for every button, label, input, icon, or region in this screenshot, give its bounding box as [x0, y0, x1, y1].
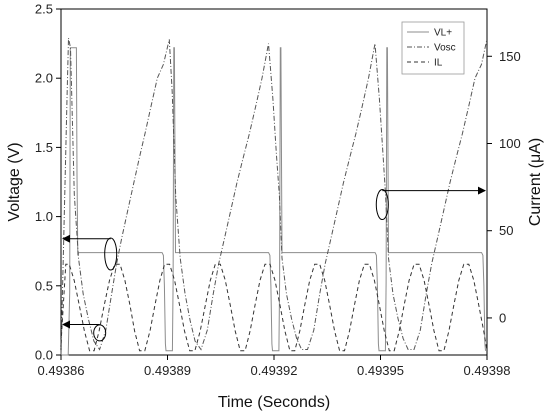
y-right-tick-label: 100	[499, 136, 521, 151]
y-right-tick-label: 150	[499, 49, 521, 64]
y-left-tick-label: 1.5	[35, 140, 53, 155]
annotation-ellipse	[104, 237, 118, 271]
legend: VL+ Vosc IL	[401, 21, 465, 75]
legend-box	[401, 21, 465, 75]
legend-label: Vosc	[434, 43, 456, 54]
axes-group: 0.49386 0.49389 0.49392 0.49395 0.49398 0.0 0.…	[35, 2, 521, 379]
series-line-vosc	[60, 37, 488, 356]
y-right-tick-label: 0	[499, 310, 506, 325]
x-tick-label: 0.49392	[251, 363, 298, 378]
x-axis-title: Time (Seconds)	[218, 394, 330, 411]
legend-label: IL	[434, 58, 443, 69]
series-group	[60, 37, 488, 356]
y-right-tick-label: 50	[499, 223, 513, 238]
series-line-vl-	[61, 47, 486, 356]
annotation-group	[62, 186, 486, 342]
y-left-tick-label: 2.5	[35, 2, 53, 17]
y-left-tick-label: 0.0	[35, 348, 53, 363]
y-left-tick-label: 1.0	[35, 209, 53, 224]
y-left-tick-label: 0.5	[35, 278, 53, 293]
y-left-tick-label: 2.0	[35, 71, 53, 86]
legend-label: VL+	[434, 28, 452, 39]
y-right-axis-title: Current (μA)	[527, 138, 544, 226]
y-left-axis-title: Voltage (V)	[6, 142, 23, 221]
x-tick-label: 0.49389	[144, 363, 191, 378]
x-tick-label: 0.49386	[38, 363, 85, 378]
series-line-il	[60, 263, 488, 352]
annotation-ellipse	[375, 189, 389, 221]
x-tick-label: 0.49395	[357, 363, 404, 378]
x-tick-label: 0.49398	[464, 363, 511, 378]
annotation-ellipse	[93, 324, 107, 342]
